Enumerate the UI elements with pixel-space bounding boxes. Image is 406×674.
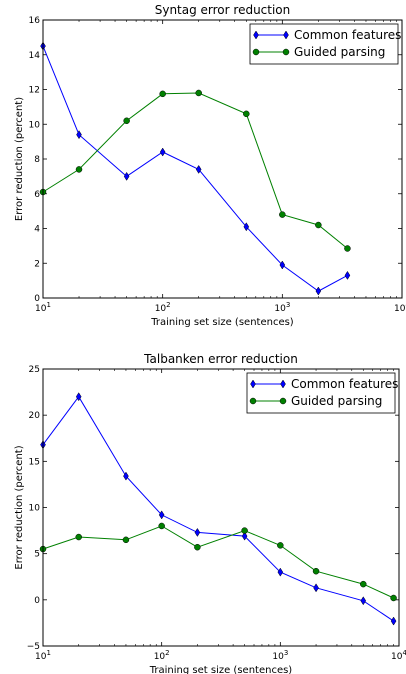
legend-marker [279,397,287,405]
data-point [159,90,166,98]
plot-frame [42,19,403,299]
data-point [312,567,320,575]
x-tick-label: 101 [35,301,51,314]
data-point [195,164,202,174]
series-common-features [40,392,397,626]
legend-marker [283,30,289,40]
y-tick-label: 15 [29,457,40,467]
y-tick-label: 2 [34,259,40,269]
data-point [241,531,248,541]
y-tick-label: −5 [27,642,40,652]
plot-frame [42,368,400,647]
data-point [195,89,202,97]
data-point [360,596,367,606]
data-point [159,147,166,157]
x-tick-label: 103 [272,649,288,662]
data-point [344,270,351,280]
series-guided-parsing [39,522,397,602]
y-axis-label: Error reduction (percent) [14,97,25,221]
legend-marker [253,30,259,40]
data-point [194,543,201,551]
x-tick-label: 102 [155,301,171,314]
data-point [315,221,322,229]
data-point [279,260,286,270]
series-line [42,92,348,249]
data-point [122,536,130,544]
data-point [360,580,367,588]
y-tick-label: 6 [34,190,40,200]
legend-marker [282,48,290,56]
data-point [76,130,82,140]
data-point [243,222,250,232]
data-point [123,117,130,125]
data-point [194,527,201,537]
x-tick-label: 102 [154,649,170,662]
data-point [277,567,284,577]
series-guided-parsing [39,89,351,252]
y-tick-label: 10 [29,504,41,514]
legend-label: Guided parsing [294,45,385,59]
y-tick-label: 8 [34,155,40,165]
y-tick-label: 25 [29,365,40,375]
legend-marker [252,48,260,56]
legend-label: Common features [291,377,398,391]
legend: Common features Guided parsing [249,23,401,65]
data-point [243,110,250,118]
y-tick-label: 4 [34,225,40,235]
y-tick-label: 0 [34,294,40,304]
legend-box [249,23,399,65]
data-point [123,171,130,181]
x-tick-label: 104 [391,649,406,662]
data-point [75,392,82,402]
legend-marker [250,379,256,389]
legend-marker [280,379,286,389]
data-point [277,542,284,549]
legend-label: Guided parsing [291,394,382,408]
chart-title: Talbanken error reduction [143,352,298,366]
y-axis-label: Error reduction (percent) [14,445,25,569]
y-tick-label: 10 [29,120,41,130]
data-point [75,533,82,541]
x-tick-label: 103 [274,301,290,314]
y-tick-label: 5 [34,550,40,560]
data-point [279,211,286,218]
chart-title: Syntag error reduction [155,3,291,17]
x-axis-label: Training set size (sentences) [149,665,293,674]
data-point [390,616,397,626]
y-tick-label: 12 [29,86,40,96]
legend-marker [249,397,257,405]
y-tick-label: 16 [29,16,41,26]
data-point [315,286,322,296]
legend: Common features Guided parsing [246,372,398,414]
data-point [75,166,83,173]
data-point [390,594,397,602]
series-common-features [40,41,351,296]
data-point [158,510,165,520]
x-tick-label: 104 [394,301,406,314]
y-tick-label: 14 [29,51,41,61]
chart-2: Talbanken error reduction −5 0 5 10 15 20 25 101… [14,352,406,674]
data-point [241,527,248,534]
series-line [42,525,394,599]
data-point [313,583,319,593]
data-point [123,471,129,481]
series-line [42,395,394,622]
y-tick-label: 0 [34,596,40,606]
y-tick-label: 20 [29,411,41,421]
x-tick-label: 101 [35,649,51,662]
data-point [344,245,351,252]
series-line [42,45,348,292]
legend-label: Common features [294,28,401,42]
legend-box [246,372,396,414]
data-point [158,522,165,530]
chart-1: Syntag error reduction 0 2 4 6 8 10 12 14 16 101 10… [14,3,406,328]
x-axis-label: Training set size (sentences) [150,317,294,328]
